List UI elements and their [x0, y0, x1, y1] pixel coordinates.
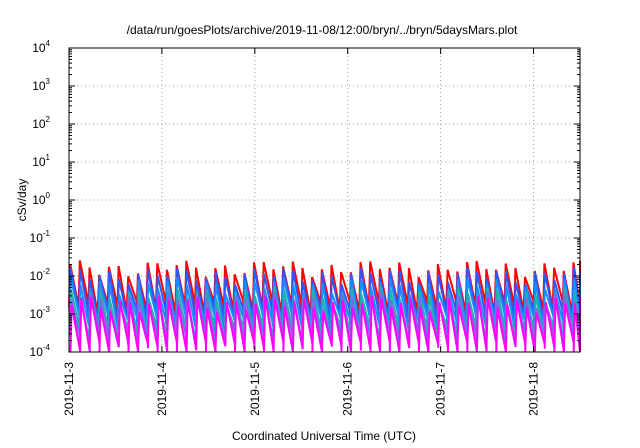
- x-tick-label: 2019-11-8: [527, 362, 541, 416]
- x-tick-label: 2019-11-5: [248, 362, 262, 416]
- y-tick-label: 10-1: [30, 229, 51, 245]
- y-tick-labels: 104 103 102 101 100 10-1 10-2 10-3 10-4: [30, 39, 51, 359]
- y-axis-title: cSv/day: [15, 179, 29, 222]
- y-tick-label: 101: [32, 153, 50, 169]
- y-tick-label: 103: [32, 77, 50, 93]
- series-lines: [68, 260, 581, 353]
- y-tick-label: 102: [32, 115, 50, 131]
- x-axis-title: Coordinated Universal Time (UTC): [232, 429, 416, 443]
- chart-title: /data/run/goesPlots/archive/2019-11-08/1…: [127, 23, 518, 37]
- y-tick-label: 100: [32, 191, 50, 207]
- grid: [69, 48, 580, 352]
- y-tick-label: 10-4: [30, 343, 51, 359]
- x-tick-label: 2019-11-7: [434, 362, 448, 416]
- series-line: [69, 295, 581, 353]
- y-tick-label: 10-3: [30, 305, 51, 321]
- axis-ticks: [68, 47, 580, 353]
- y-tick-label: 104: [32, 39, 50, 55]
- x-tick-label: 2019-11-4: [155, 362, 169, 416]
- x-tick-labels: 2019-11-3 2019-11-4 2019-11-5 2019-11-6 2019…: [62, 362, 541, 416]
- x-tick-label: 2019-11-6: [341, 362, 355, 416]
- x-tick-label: 2019-11-3: [62, 362, 76, 416]
- y-tick-label: 10-2: [30, 267, 51, 283]
